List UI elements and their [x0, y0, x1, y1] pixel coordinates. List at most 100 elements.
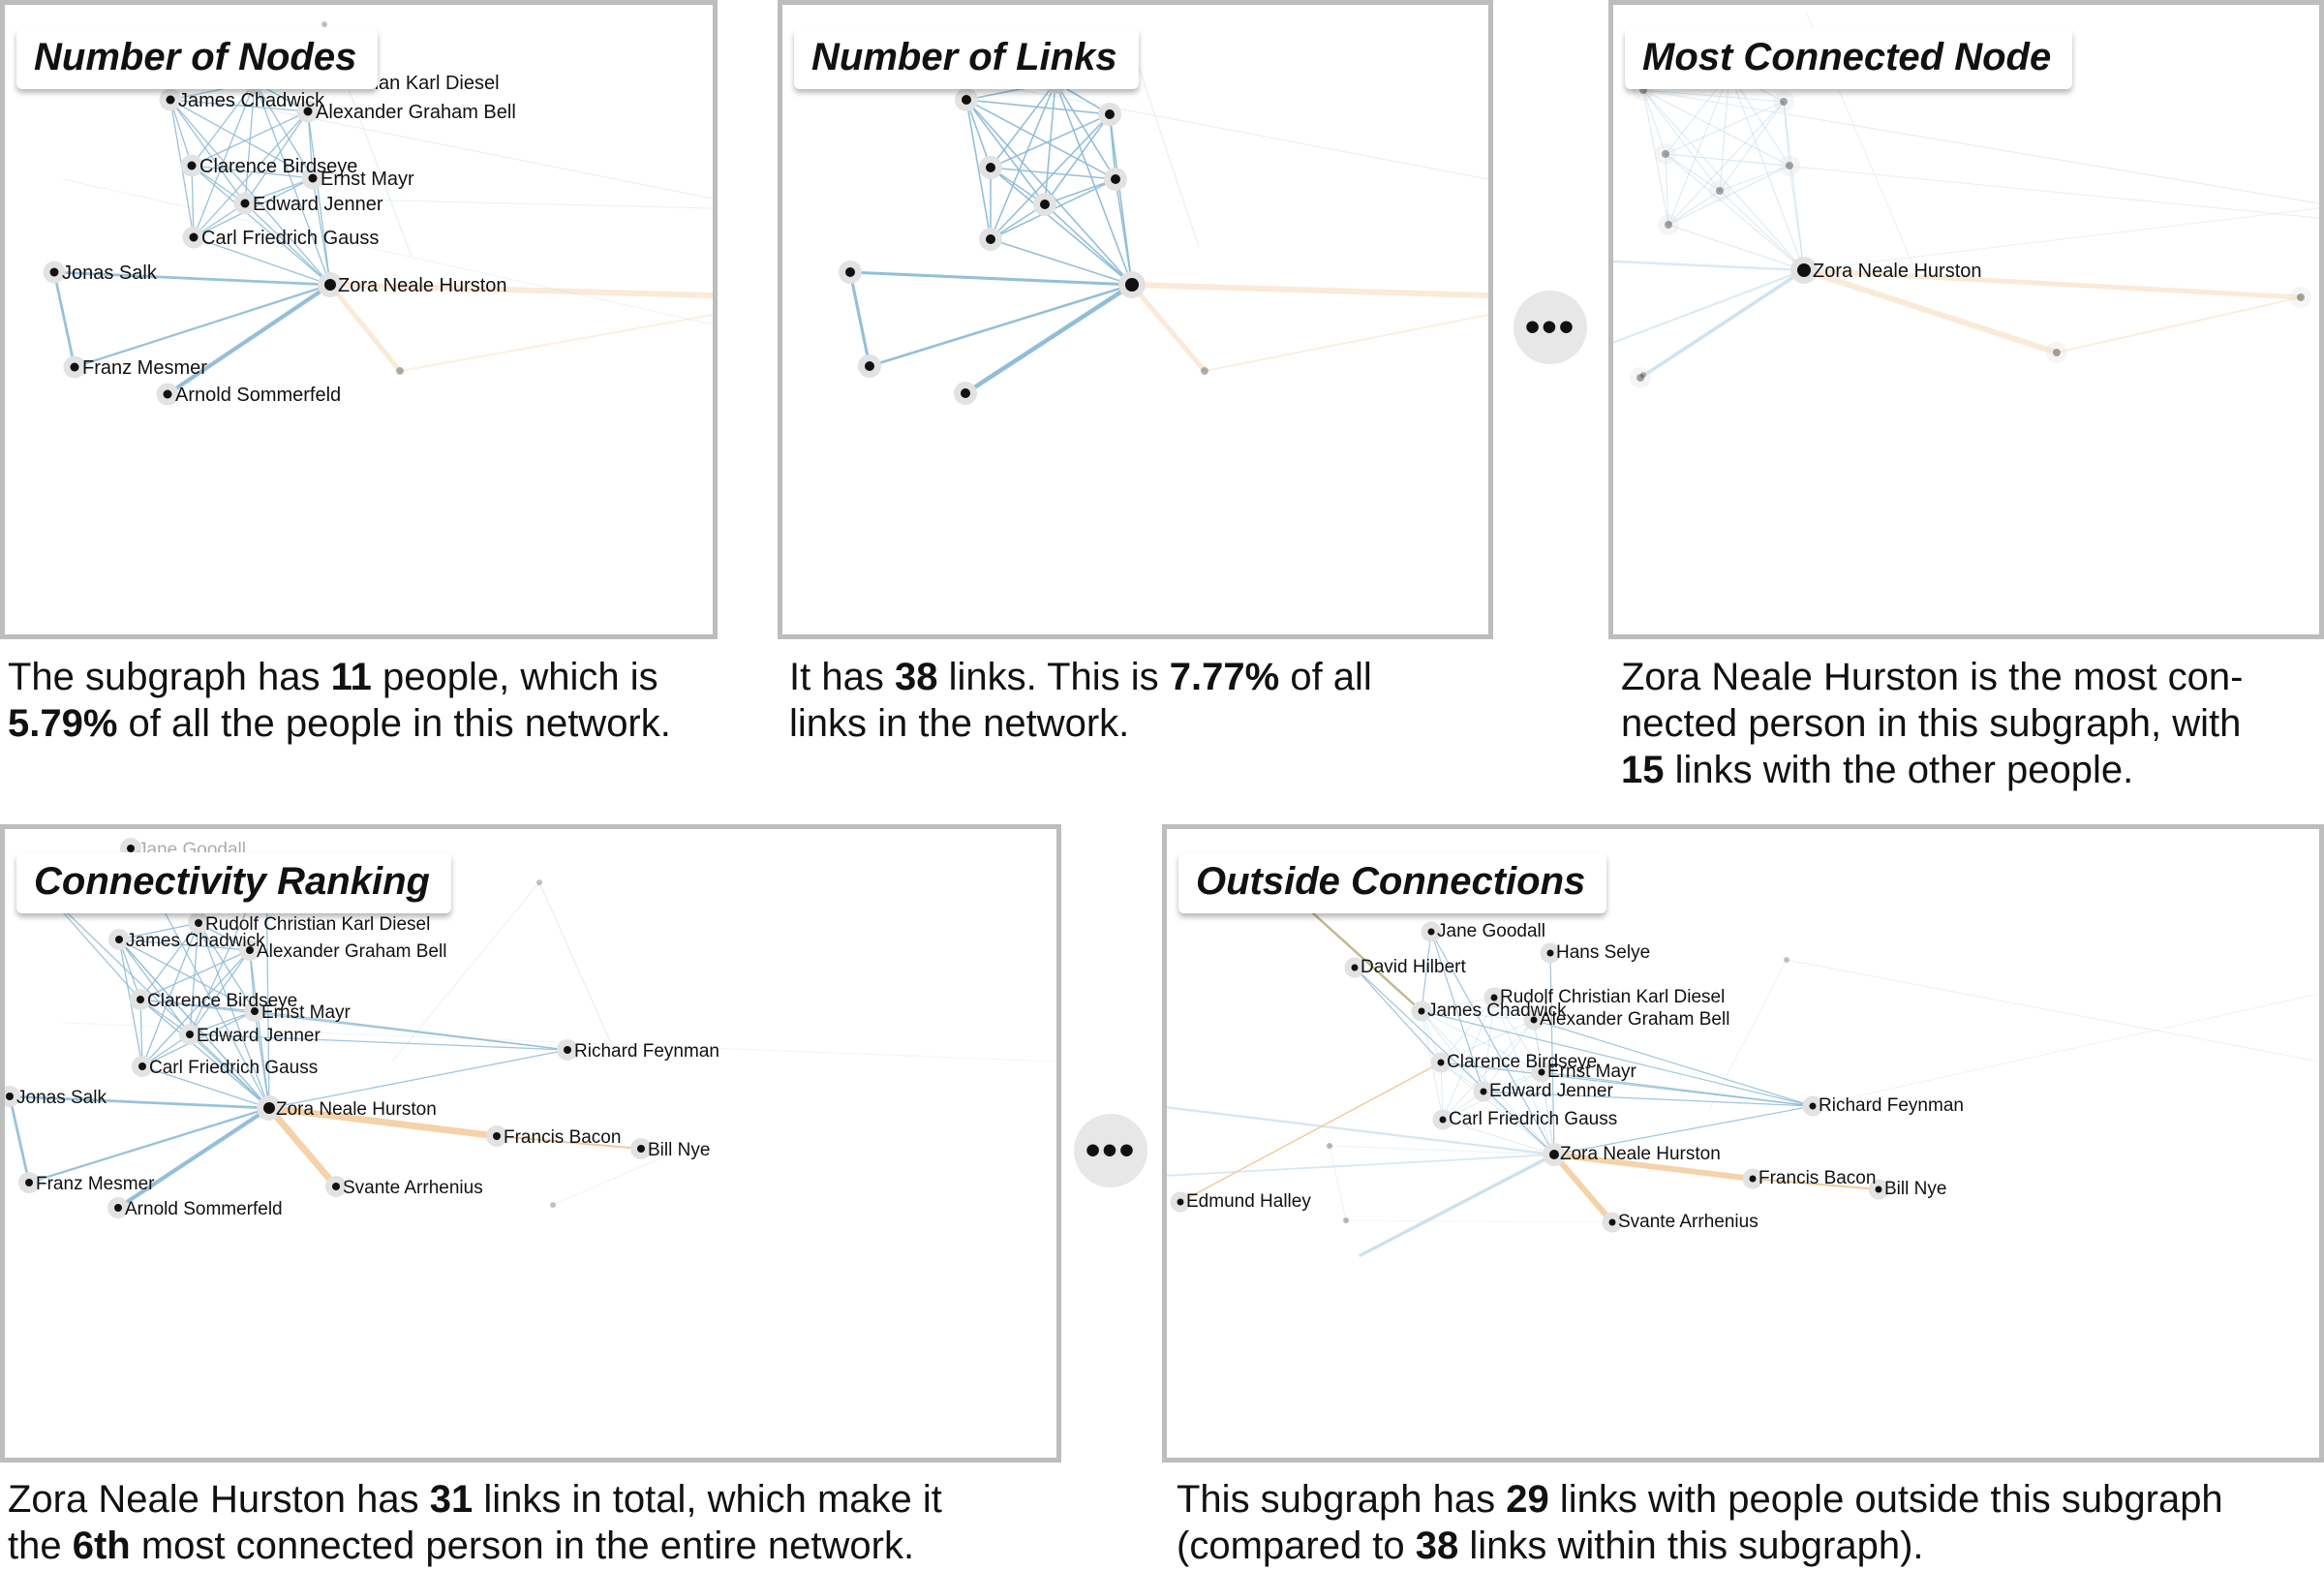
- network-node: [246, 946, 254, 954]
- network-node: [1418, 1007, 1425, 1015]
- network-node: [49, 267, 59, 277]
- network-link: [312, 177, 331, 286]
- network-link: [1642, 89, 1667, 155]
- node-label: James Chadwick: [1427, 1001, 1567, 1021]
- node-label: Rudolf Christian Karl Diesel: [1500, 987, 1725, 1007]
- network-link: [254, 1010, 568, 1051]
- node-label: James Chadwick: [126, 931, 265, 951]
- network-link: [1642, 89, 1790, 167]
- node-halo: [2046, 342, 2067, 363]
- network-link: [1421, 997, 1495, 1012]
- network-link: [118, 939, 191, 1035]
- network-node: [1530, 1016, 1538, 1024]
- network-link: [538, 881, 616, 1053]
- node-label: Alexander Graham Bell: [1540, 1009, 1729, 1030]
- outside-link-count: 29: [1506, 1478, 1549, 1521]
- network-node: [1749, 1175, 1757, 1183]
- network-link: [167, 284, 331, 395]
- network-link: [244, 177, 314, 204]
- node-label: Edmund Halley: [1186, 1191, 1311, 1212]
- network-link: [2056, 296, 2302, 354]
- network-link: [1359, 1153, 1556, 1257]
- network-node: [2297, 293, 2305, 301]
- network-link: [62, 1022, 1056, 1063]
- node-halo: [1630, 367, 1651, 388]
- network-node: [1351, 964, 1359, 971]
- network-link: [552, 1148, 684, 1206]
- network-link: [191, 81, 256, 167]
- network-link: [496, 1135, 642, 1150]
- network-link: [1442, 1119, 1555, 1155]
- network-link: [249, 949, 270, 1109]
- network-link: [1483, 997, 1495, 1093]
- network-link: [965, 99, 1046, 205]
- network-link: [40, 886, 270, 1109]
- network-link: [254, 81, 314, 179]
- network-link: [1430, 931, 1484, 1093]
- network-link: [189, 922, 199, 1035]
- network-link: [191, 165, 195, 238]
- network-node: [308, 173, 318, 183]
- network-link: [189, 1010, 256, 1035]
- node-halo: [1655, 143, 1676, 165]
- network-link: [1801, 267, 2060, 355]
- network-link: [1442, 1019, 1535, 1121]
- network-link: [1613, 268, 1806, 344]
- network-link: [965, 99, 1133, 286]
- network-outside-graph: Jane Goodall Hans Selye David Hilbert Rudol…: [1167, 876, 2319, 1257]
- network-link: [1665, 153, 1805, 271]
- network-link: [244, 81, 256, 204]
- network-node: [1662, 150, 1669, 158]
- network-node: [1343, 1217, 1349, 1223]
- network-link: [139, 949, 251, 1001]
- network-link: [1421, 931, 1432, 1012]
- network-link: [1044, 203, 1133, 286]
- network-link: [139, 922, 199, 1001]
- network-link: [1329, 1145, 1555, 1155]
- network-link: [73, 283, 332, 369]
- panel-title: Outside Connections: [1178, 852, 1607, 913]
- network-link: [1551, 1152, 1615, 1225]
- network-link: [1642, 89, 1721, 192]
- network-link: [1667, 190, 1721, 226]
- network-link: [1442, 997, 1495, 1121]
- network-node: [1716, 187, 1724, 195]
- node-halo: [2290, 287, 2311, 308]
- network-node: [138, 1063, 146, 1070]
- network-link: [118, 939, 251, 951]
- node-label: Bill Nye: [1884, 1179, 1946, 1199]
- node-label: Francis Bacon: [504, 1127, 621, 1148]
- network-node: [166, 95, 175, 105]
- network-link: [1179, 1062, 1442, 1203]
- network-link: [1549, 952, 1555, 1155]
- network-link: [1204, 314, 1488, 372]
- network-link: [990, 167, 1116, 180]
- network-node: [186, 1031, 194, 1038]
- network-link: [1440, 1019, 1535, 1063]
- network-link: [139, 999, 256, 1012]
- network-link: [1044, 113, 1111, 205]
- network-node: [1437, 1059, 1445, 1066]
- node-label: Franz Mesmer: [82, 357, 207, 379]
- network-link: [139, 999, 270, 1109]
- network-link: [118, 922, 199, 940]
- network-link: [1533, 1019, 1814, 1107]
- network-node: [961, 388, 970, 398]
- network-node: [303, 107, 313, 116]
- network-link: [191, 165, 314, 179]
- network-link: [1812, 993, 2319, 1107]
- network-link: [169, 99, 193, 167]
- network-node: [1439, 1116, 1447, 1124]
- node-label: Alexander Graham Bell: [316, 102, 516, 123]
- network-link: [990, 238, 1133, 286]
- network-link: [1541, 1071, 1555, 1155]
- network-node: [324, 279, 336, 291]
- node-label: Arnold Sommerfeld: [125, 1199, 283, 1219]
- network-link: [244, 202, 331, 286]
- network-link: [1801, 267, 2304, 300]
- network-link: [848, 270, 1134, 287]
- network-link: [118, 939, 256, 1012]
- network-node: [865, 361, 874, 371]
